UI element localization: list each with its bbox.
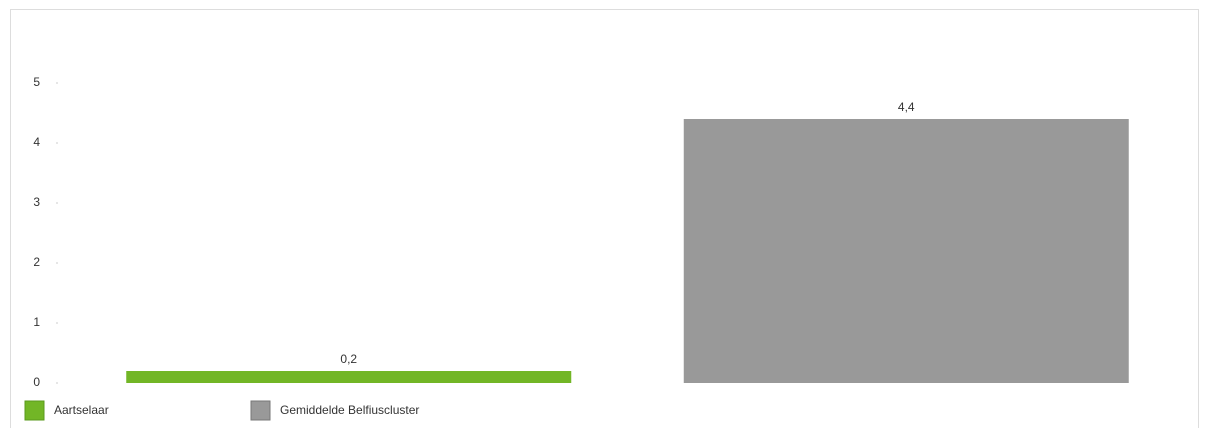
y-tick-label: 1 — [33, 315, 40, 329]
bar — [126, 371, 572, 383]
legend-label: Gemiddelde Belfiuscluster — [280, 403, 419, 417]
value-label: 4,4 — [898, 100, 915, 114]
legend-label: Aartselaar — [54, 403, 109, 417]
chart-frame — [10, 9, 1199, 428]
y-tick-label: 0 — [33, 375, 40, 389]
bar — [683, 119, 1129, 383]
y-tick-label: 3 — [33, 195, 40, 209]
y-tick-label: 5 — [33, 75, 40, 89]
legend-swatch — [250, 400, 271, 421]
legend-swatch — [24, 400, 45, 421]
y-tick-label: 4 — [33, 135, 40, 149]
y-tick-label: 2 — [33, 255, 40, 269]
value-label: 0,2 — [340, 352, 357, 366]
